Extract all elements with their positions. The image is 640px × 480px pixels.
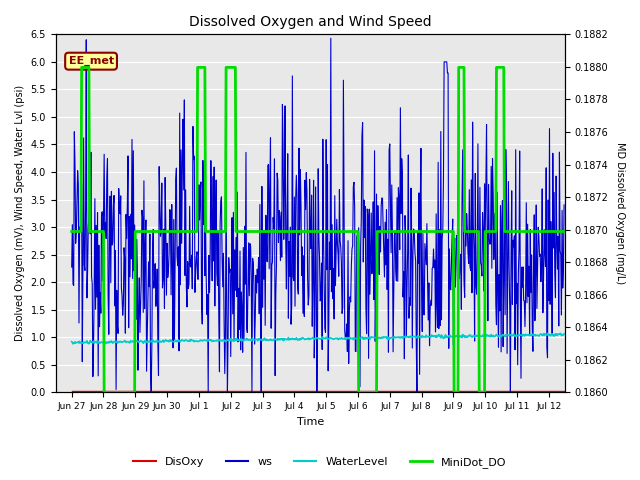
X-axis label: Time: Time	[296, 417, 324, 427]
Legend: DisOxy, ws, WaterLevel, MiniDot_DO: DisOxy, ws, WaterLevel, MiniDot_DO	[129, 452, 511, 472]
Title: Dissolved Oxygen and Wind Speed: Dissolved Oxygen and Wind Speed	[189, 15, 431, 29]
Y-axis label: MD Dissolved Oxygen (mg/L): MD Dissolved Oxygen (mg/L)	[615, 142, 625, 284]
Y-axis label: Dissolved Oxygen (mV), Wind Speed, Water Lvl (psi): Dissolved Oxygen (mV), Wind Speed, Water…	[15, 85, 25, 341]
Text: EE_met: EE_met	[68, 56, 114, 66]
